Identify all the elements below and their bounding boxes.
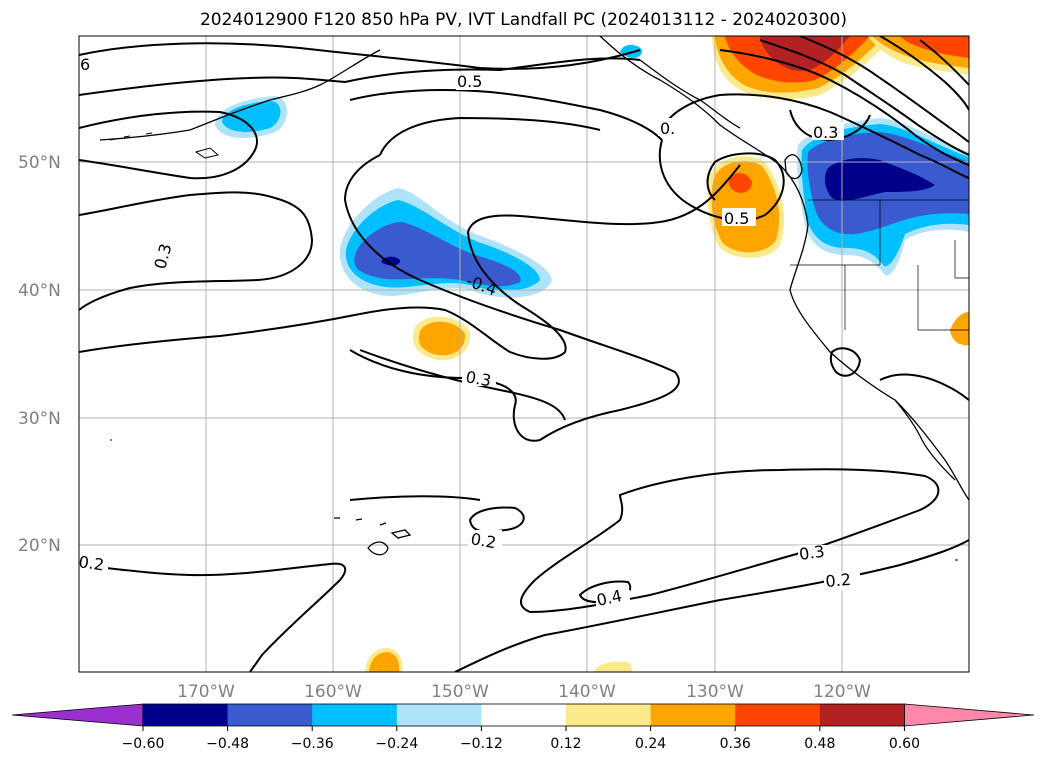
colorbar-tick-label: −0.60 <box>122 736 165 752</box>
contour-label-0.5-north: 0.5 <box>457 72 482 91</box>
shade-orange-bottom-left-inner <box>369 652 400 672</box>
contour-label-0.2-center: 0.2 <box>469 529 497 552</box>
lon-label-150w: 150°W <box>431 682 489 702</box>
contour-02-inner-loop <box>468 506 525 533</box>
colorbar-frame <box>142 703 905 727</box>
contour-west-2 <box>79 313 361 353</box>
colorbar: −0.60 −0.48 −0.36 −0.24 −0.12 0.12 0.24 0.36 0.4… <box>11 703 1035 752</box>
map-frame <box>78 35 970 673</box>
contour-near-hawaii <box>349 495 481 501</box>
contour-02-long <box>454 539 969 672</box>
contour-pnw-4 <box>759 39 969 156</box>
contour-03-inner <box>379 116 601 156</box>
shade-pnw-navy <box>824 158 935 201</box>
colorbar-tick-label: −0.24 <box>375 736 418 752</box>
shade-orange-coast <box>711 161 780 253</box>
colorbar-segment <box>566 704 652 726</box>
state-borders <box>790 200 969 331</box>
colorbar-segment <box>396 704 482 726</box>
contour-pnw-5 <box>799 36 969 143</box>
latitude-labels: 50°N 40°N 30°N 20°N <box>18 153 61 556</box>
contour-aleutian-loop <box>79 110 258 180</box>
colorbar-tick-label: −0.12 <box>460 736 503 752</box>
contour-label-0.3-west: 0.3 <box>151 242 176 272</box>
contour-label-0.-coast: 0. <box>660 119 675 138</box>
colorbar-tick-label: 0.60 <box>889 736 920 752</box>
colorbar-tick-label: 0.12 <box>550 736 581 752</box>
contour-central-open <box>359 164 741 360</box>
colorbar-segment <box>650 704 736 726</box>
contour-03-big <box>343 154 680 442</box>
contour-label-0.3-mid: 0.3 <box>464 367 492 390</box>
colorbar-tick-label: −0.36 <box>291 736 334 752</box>
lon-label-160w: 160°W <box>304 682 362 702</box>
north-america-coast <box>599 36 969 501</box>
lon-label-140w: 140°W <box>558 682 616 702</box>
hawaii-islands <box>334 517 412 556</box>
pv-shading-layer <box>215 36 969 672</box>
aleutian-island-chain <box>99 49 381 141</box>
contour-label-0.2-west: 0.2 <box>77 552 105 574</box>
map-title: 2024012900 F120 850 hPa PV, IVT Landfall… <box>199 10 847 30</box>
colorbar-segment <box>819 704 905 726</box>
contour-north-1 <box>79 42 641 70</box>
contour-west-1 <box>79 191 314 311</box>
colorbar-extend-low <box>11 703 144 727</box>
lat-label-40n: 40°N <box>18 281 61 301</box>
contour-05-loop <box>658 139 785 222</box>
pv-contours <box>79 36 969 672</box>
shade-central-blue <box>354 222 521 287</box>
contour-pnw-7 <box>919 39 969 86</box>
contour-central-s <box>349 89 663 141</box>
shade-orange-right-edge <box>950 312 969 346</box>
shade-far-right-red <box>900 36 969 58</box>
contour-pnw-3 <box>719 49 969 166</box>
contour-02-south <box>79 562 347 672</box>
colorbar-segment <box>481 704 567 726</box>
vancouver-island <box>784 154 803 180</box>
contour-labels: 6 0.5 0.3 0. 0.3 0.5 -0.4 0.3 0.2 0.2 0.… <box>77 55 860 610</box>
lon-label-120w: 120°W <box>813 682 871 702</box>
colorbar-segment <box>312 704 398 726</box>
colorbar-segment <box>143 704 229 726</box>
longitude-labels: 170°W 160°W 150°W 140°W 130°W 120°W <box>177 682 871 702</box>
contour-socal <box>879 373 969 401</box>
contour-label-0.5-coast: 0.5 <box>724 209 749 228</box>
shade-orange-bottom-mid <box>594 661 632 672</box>
contour-north-2 <box>79 57 641 96</box>
contour-label-0.2-south: 0.2 <box>825 570 852 591</box>
colorbar-tick-label: 0.48 <box>804 736 835 752</box>
shade-central-navy <box>381 256 401 266</box>
colorbar-tick-label: 0.36 <box>720 736 751 752</box>
contour-03-south <box>520 468 940 614</box>
colorbar-tick-label: −0.48 <box>206 736 249 752</box>
aleutian-small-islands <box>109 132 220 159</box>
lat-label-20n: 20°N <box>18 536 61 556</box>
colorbar-segment <box>735 704 821 726</box>
contour-hawaii-loop <box>829 347 862 377</box>
colorbar-extend-high <box>904 703 1035 727</box>
colorbar-tick-label: 0.24 <box>635 736 666 752</box>
colorbar-segment <box>227 704 313 726</box>
baja-peninsula <box>894 399 956 481</box>
lon-label-130w: 130°W <box>686 682 744 702</box>
shade-orange-small <box>418 321 466 356</box>
lat-label-30n: 30°N <box>18 409 61 429</box>
contour-label-6: 6 <box>80 55 90 74</box>
shade-aleutian <box>222 101 281 132</box>
contour-label-0.3-south: 0.3 <box>798 542 826 564</box>
lon-label-170w: 170°W <box>177 682 235 702</box>
contour-pnw-1 <box>659 93 969 179</box>
contour-mid-band <box>359 349 566 421</box>
contour-label-0.3-pnw: 0.3 <box>813 123 838 142</box>
lat-label-50n: 50°N <box>18 153 61 173</box>
shade-red-coast <box>728 173 752 193</box>
contour-pnw-6 <box>879 36 969 111</box>
contour-label-0.4-south: 0.4 <box>595 586 624 610</box>
